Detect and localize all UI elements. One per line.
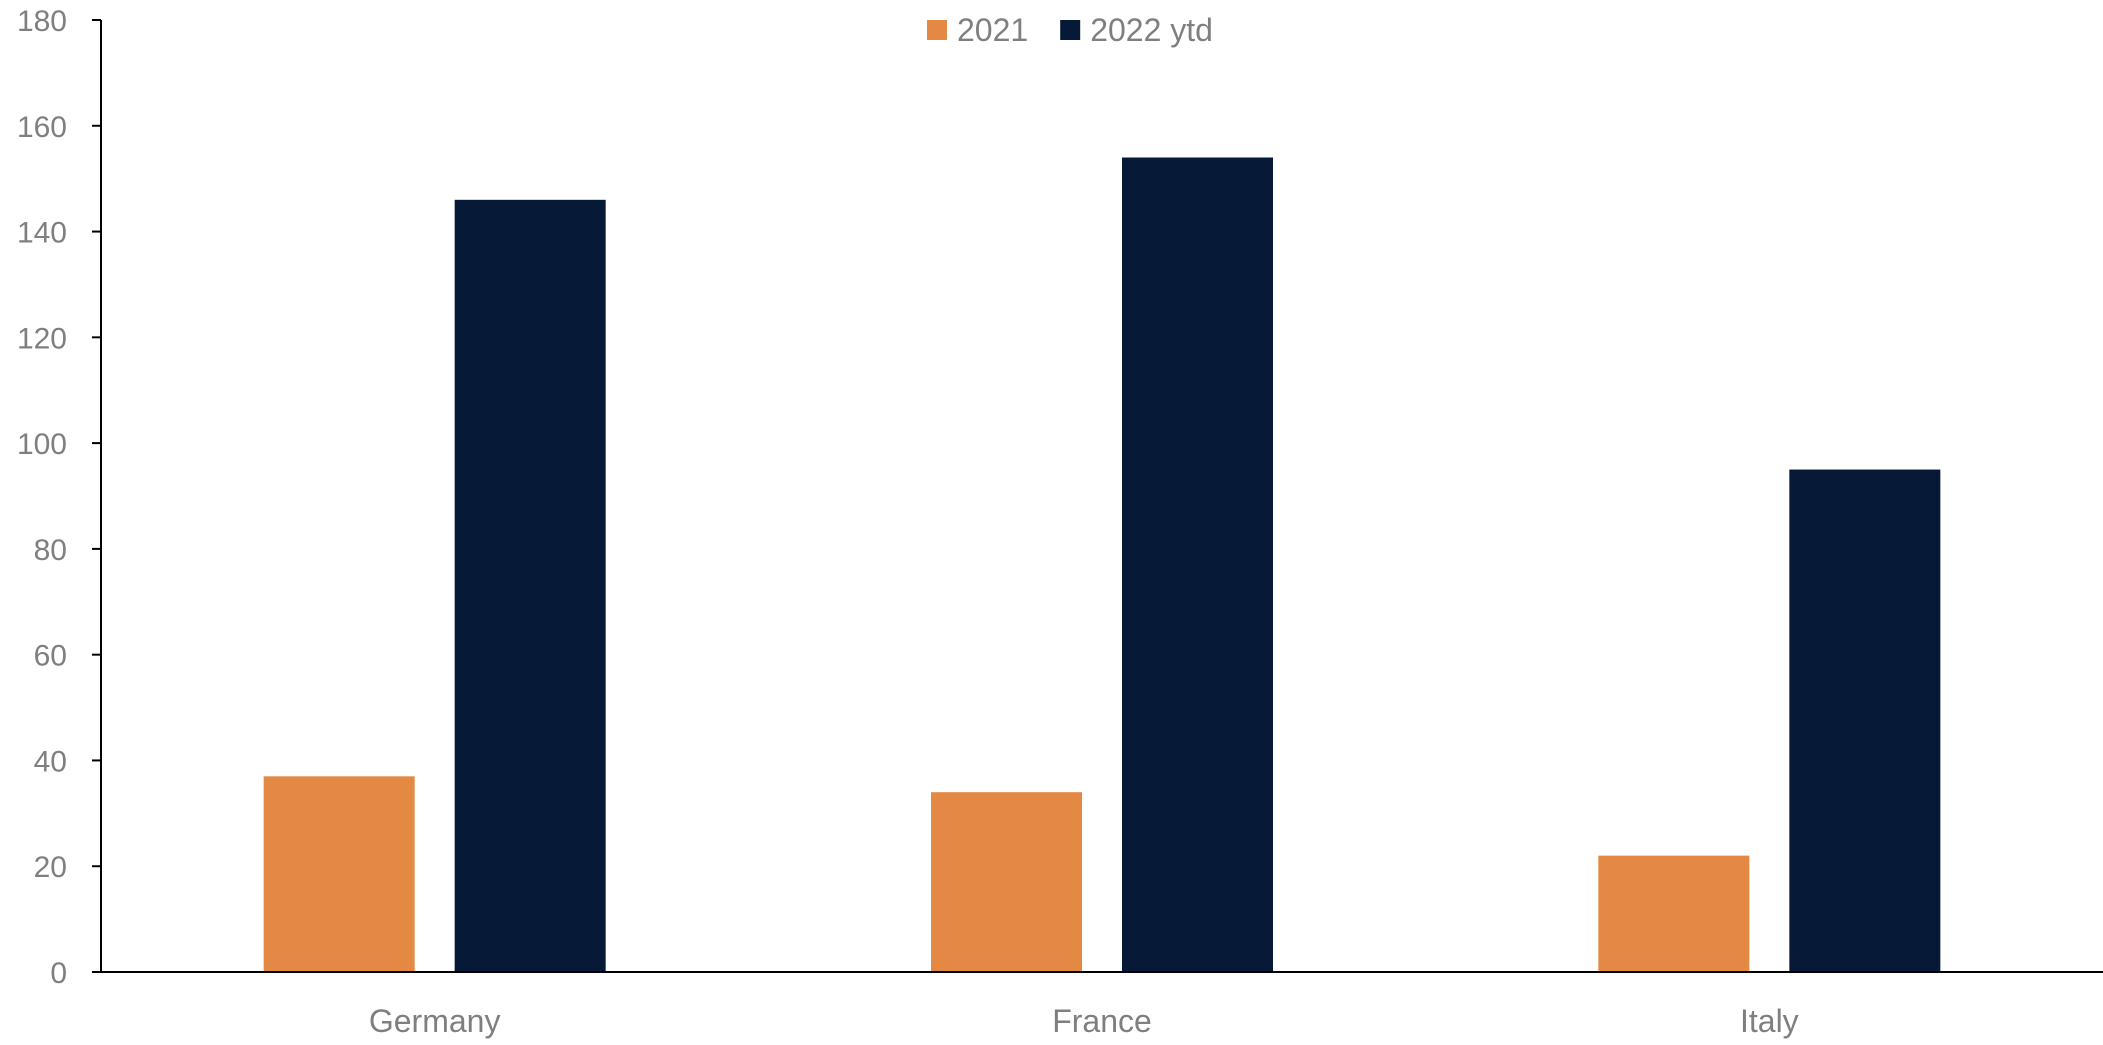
legend-label: 2022 ytd xyxy=(1090,12,1213,48)
y-tick-label: 160 xyxy=(17,111,67,144)
legend-label: 2021 xyxy=(957,12,1028,48)
bar-france-2022-ytd xyxy=(1122,157,1273,972)
legend-item: 2021 xyxy=(927,12,1028,48)
bar-france-2021 xyxy=(931,792,1082,972)
y-tick-label: 180 xyxy=(17,5,67,38)
y-tick-label: 0 xyxy=(50,957,67,990)
y-tick-label: 40 xyxy=(34,745,67,778)
y-tick-label: 20 xyxy=(34,851,67,884)
bar-italy-2022-ytd xyxy=(1789,469,1941,972)
y-tick-label: 60 xyxy=(34,640,67,673)
y-tick-label: 120 xyxy=(17,322,67,355)
bars xyxy=(263,157,1941,973)
legend-swatch xyxy=(1060,20,1081,40)
bar-germany-2021 xyxy=(263,776,415,972)
x-tick-label: Italy xyxy=(1740,1003,1799,1039)
legend-swatch xyxy=(927,20,947,40)
x-axis: Germany France Italy xyxy=(92,971,2103,1039)
x-tick-label: Germany xyxy=(369,1003,501,1039)
y-tick-label: 140 xyxy=(17,217,67,250)
y-axis: 0 20 40 60 80 100 120 140 160 180 xyxy=(17,5,102,990)
bar-germany-2022-ytd xyxy=(454,199,606,973)
legend: 2021 2022 ytd xyxy=(927,12,1213,48)
y-tick-label: 80 xyxy=(34,534,67,567)
y-tick-label: 100 xyxy=(17,428,67,461)
legend-item: 2022 ytd xyxy=(1060,12,1213,48)
bar-italy-2021 xyxy=(1598,855,1750,972)
x-tick-label: France xyxy=(1052,1003,1152,1039)
